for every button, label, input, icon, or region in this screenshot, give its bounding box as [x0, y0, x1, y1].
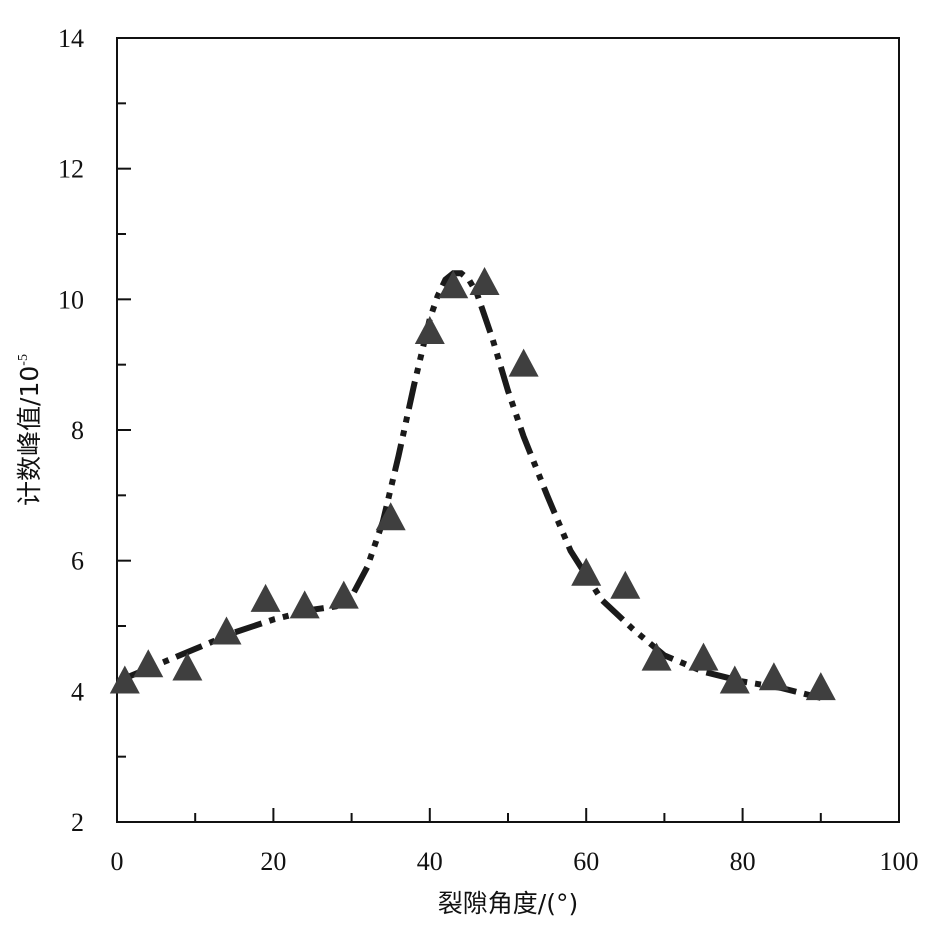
data-point [172, 652, 203, 681]
x-tick-label: 80 [730, 847, 756, 876]
y-tick-label: 4 [71, 677, 84, 706]
y-axis-title-exponent: -5 [16, 354, 31, 366]
y-tick-labels: 2 4 6 8 10 12 14 [58, 24, 84, 837]
x-tick-label: 40 [417, 847, 443, 876]
data-point [211, 616, 242, 645]
x-tick-label: 60 [573, 847, 599, 876]
data-markers [109, 267, 836, 701]
data-point [328, 580, 359, 609]
data-point [758, 662, 789, 691]
svg-text:计数峰值/10-5: 计数峰值/10-5 [15, 354, 44, 506]
data-point [688, 642, 719, 671]
x-tick-label: 0 [111, 847, 124, 876]
data-point [375, 502, 406, 531]
data-point [805, 672, 836, 701]
y-tick-label: 8 [71, 416, 84, 445]
data-point [250, 583, 281, 612]
data-point [109, 665, 140, 694]
x-tick-label: 20 [260, 847, 286, 876]
data-point [133, 649, 164, 678]
y-tick-label: 14 [58, 24, 84, 53]
y-tick-label: 6 [71, 547, 84, 576]
y-axis-title: 计数峰值/10-5 [15, 354, 44, 506]
x-axis-title: 裂隙角度/(°) [438, 889, 578, 918]
data-point [610, 570, 641, 599]
data-point [469, 267, 500, 295]
data-point [719, 665, 750, 694]
data-point [641, 642, 672, 671]
y-tick-label: 12 [58, 155, 84, 184]
y-axis-title-main: 计数峰值/10 [15, 366, 44, 506]
minor-ticks [116, 37, 900, 823]
data-point [571, 557, 602, 586]
y-tick-label: 10 [58, 285, 84, 314]
y-tick-label: 2 [71, 808, 84, 837]
data-point [414, 316, 445, 344]
data-point [289, 590, 320, 619]
data-point [438, 270, 469, 299]
x-tick-labels: 0 20 40 60 80 100 [111, 847, 919, 876]
x-tick-label: 100 [880, 847, 919, 876]
plot-frame [116, 37, 900, 823]
data-point [508, 348, 539, 377]
